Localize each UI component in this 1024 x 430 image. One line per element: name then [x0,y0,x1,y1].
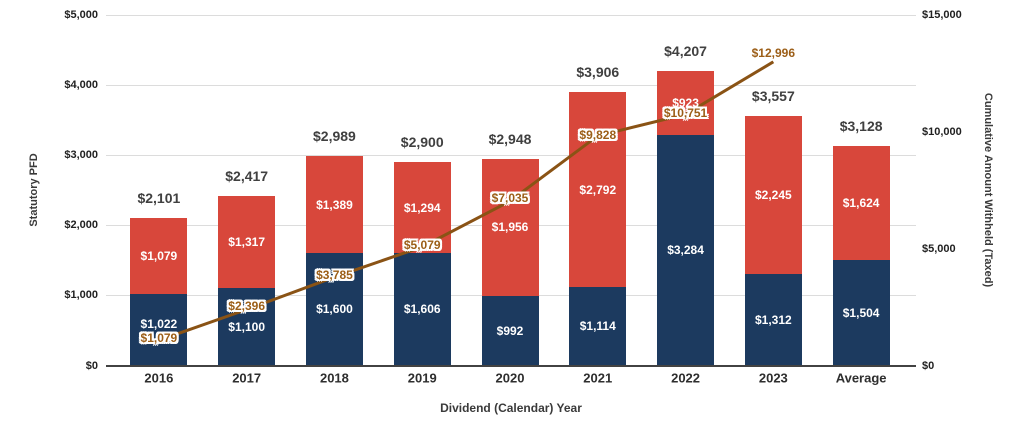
bar-segment-bottom [832,260,890,366]
bar-segment-bottom-label: $1,022 [140,316,178,331]
bar-total-label: $2,417 [225,168,269,185]
bar-total-label: $3,128 [839,118,883,135]
bar-segment-top-label: $2,792 [579,182,617,197]
bar-segment-top-label: $1,389 [316,197,353,212]
left-axis-tick-label: $5,000 [64,9,98,21]
left-axis-tick-label: $0 [85,359,98,372]
line-point-label: $7,035 [491,191,529,206]
bar-segment-bottom-label: $1,114 [579,319,616,334]
bar-segment-bottom-label: $992 [496,323,524,338]
left-axis-tick-label: $1,000 [64,289,98,302]
line-point-label: $3,785 [316,268,353,283]
x-axis-label: 2020 [495,370,525,386]
bar-segment-bottom-label: $1,600 [316,302,353,317]
bar-total-label: $2,900 [400,134,444,151]
x-axis-title: Dividend (Calendar) Year [440,401,582,415]
bar-segment-bottom-label: $3,284 [667,243,704,258]
line-point-label: $2,396 [228,298,266,313]
bar-total-label: $2,101 [137,190,181,207]
gridline [106,84,916,86]
line-point-label: $5,079 [403,237,441,252]
x-axis-label: 2022 [671,370,701,386]
bar-total-label: $3,557 [751,88,795,105]
bar-segment-top-label: $1,079 [140,249,178,264]
x-axis-label: 2021 [583,370,613,386]
bar-segment-bottom-label: $1,504 [842,305,880,320]
bar-segment-top-label: $1,624 [842,196,880,211]
x-axis-label: 2018 [319,370,349,386]
line-point-label: $1,079 [140,331,178,346]
bar-total-label: $3,906 [576,63,620,80]
right-axis-tick-label: $10,000 [922,125,962,138]
x-axis-label: 2016 [144,370,174,386]
bar-segment-bottom-label: $1,606 [403,302,441,317]
left-axis-tick-label: $3,000 [64,149,98,162]
bar-total-label: $2,948 [488,130,532,147]
x-axis-label: 2023 [758,370,788,386]
bar-segment-top-label: $1,956 [491,220,529,235]
x-axis-line [106,364,916,367]
right-axis-title: Cumulative Amount Withheld (Taxed) [982,92,994,288]
bar-segment-bottom-label: $1,312 [754,312,792,327]
right-axis-tick-label: $5,000 [922,242,956,255]
bar-segment-top-label: $1,317 [228,235,266,250]
gridline [106,14,916,16]
line-point-label: $9,828 [579,127,617,142]
bar-total-label: $4,207 [664,42,707,59]
bar-segment-bottom-label: $1,100 [228,319,266,334]
line-point-label: $10,751 [663,106,708,121]
bar-segment-top-label: $1,294 [403,200,441,215]
left-axis-title: Statutory PFD [28,153,40,227]
right-axis-tick-label: $15,000 [922,9,962,21]
x-axis-label: Average [835,370,887,386]
line-point-label: $12,996 [751,45,796,60]
x-axis-label: 2017 [232,370,262,386]
x-axis-label: 2019 [407,370,437,386]
bar-total-label: $2,989 [313,127,356,144]
left-axis-tick-label: $4,000 [64,79,98,92]
bar-segment-top [832,146,890,261]
bar-segment-top-label: $2,245 [754,187,792,202]
left-axis-tick-label: $2,000 [64,219,98,232]
right-axis-tick-label: $0 [922,359,935,372]
